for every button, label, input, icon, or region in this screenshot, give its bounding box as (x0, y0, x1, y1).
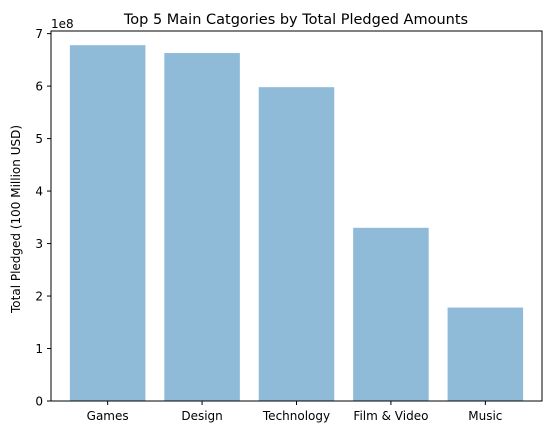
y-axis-ticks: 0 1 2 3 4 5 6 7 (35, 27, 51, 409)
y-tick-label: 5 (35, 132, 43, 146)
y-tick-label: 7 (35, 27, 43, 41)
y-axis-label: Total Pledged (100 Million USD) (9, 125, 23, 314)
y-axis-offset-label: 1e8 (51, 17, 74, 31)
bar-design (164, 53, 240, 402)
y-tick-label: 0 (35, 395, 43, 409)
y-tick-label: 4 (35, 185, 43, 199)
bar-film-video (353, 227, 429, 401)
y-tick-label: 1 (35, 342, 43, 356)
bar-music (447, 307, 524, 401)
y-tick-label: 6 (35, 80, 43, 94)
x-tick-label: Technology (262, 409, 330, 423)
x-tick-label: Film & Video (353, 409, 428, 423)
plot-frame (50, 30, 543, 402)
x-axis-ticks: Games Design Technology Film & Video Music (87, 401, 502, 423)
y-tick-label: 3 (35, 237, 43, 251)
x-tick-label: Design (181, 409, 222, 423)
chart-title: Top 5 Main Catgories by Total Pledged Am… (123, 12, 468, 28)
x-tick-label: Games (87, 409, 129, 423)
bar-games (69, 45, 146, 401)
bars-group (69, 45, 524, 402)
y-tick-label: 2 (35, 290, 43, 304)
x-tick-label: Music (468, 409, 502, 423)
bar-technology (258, 87, 335, 401)
